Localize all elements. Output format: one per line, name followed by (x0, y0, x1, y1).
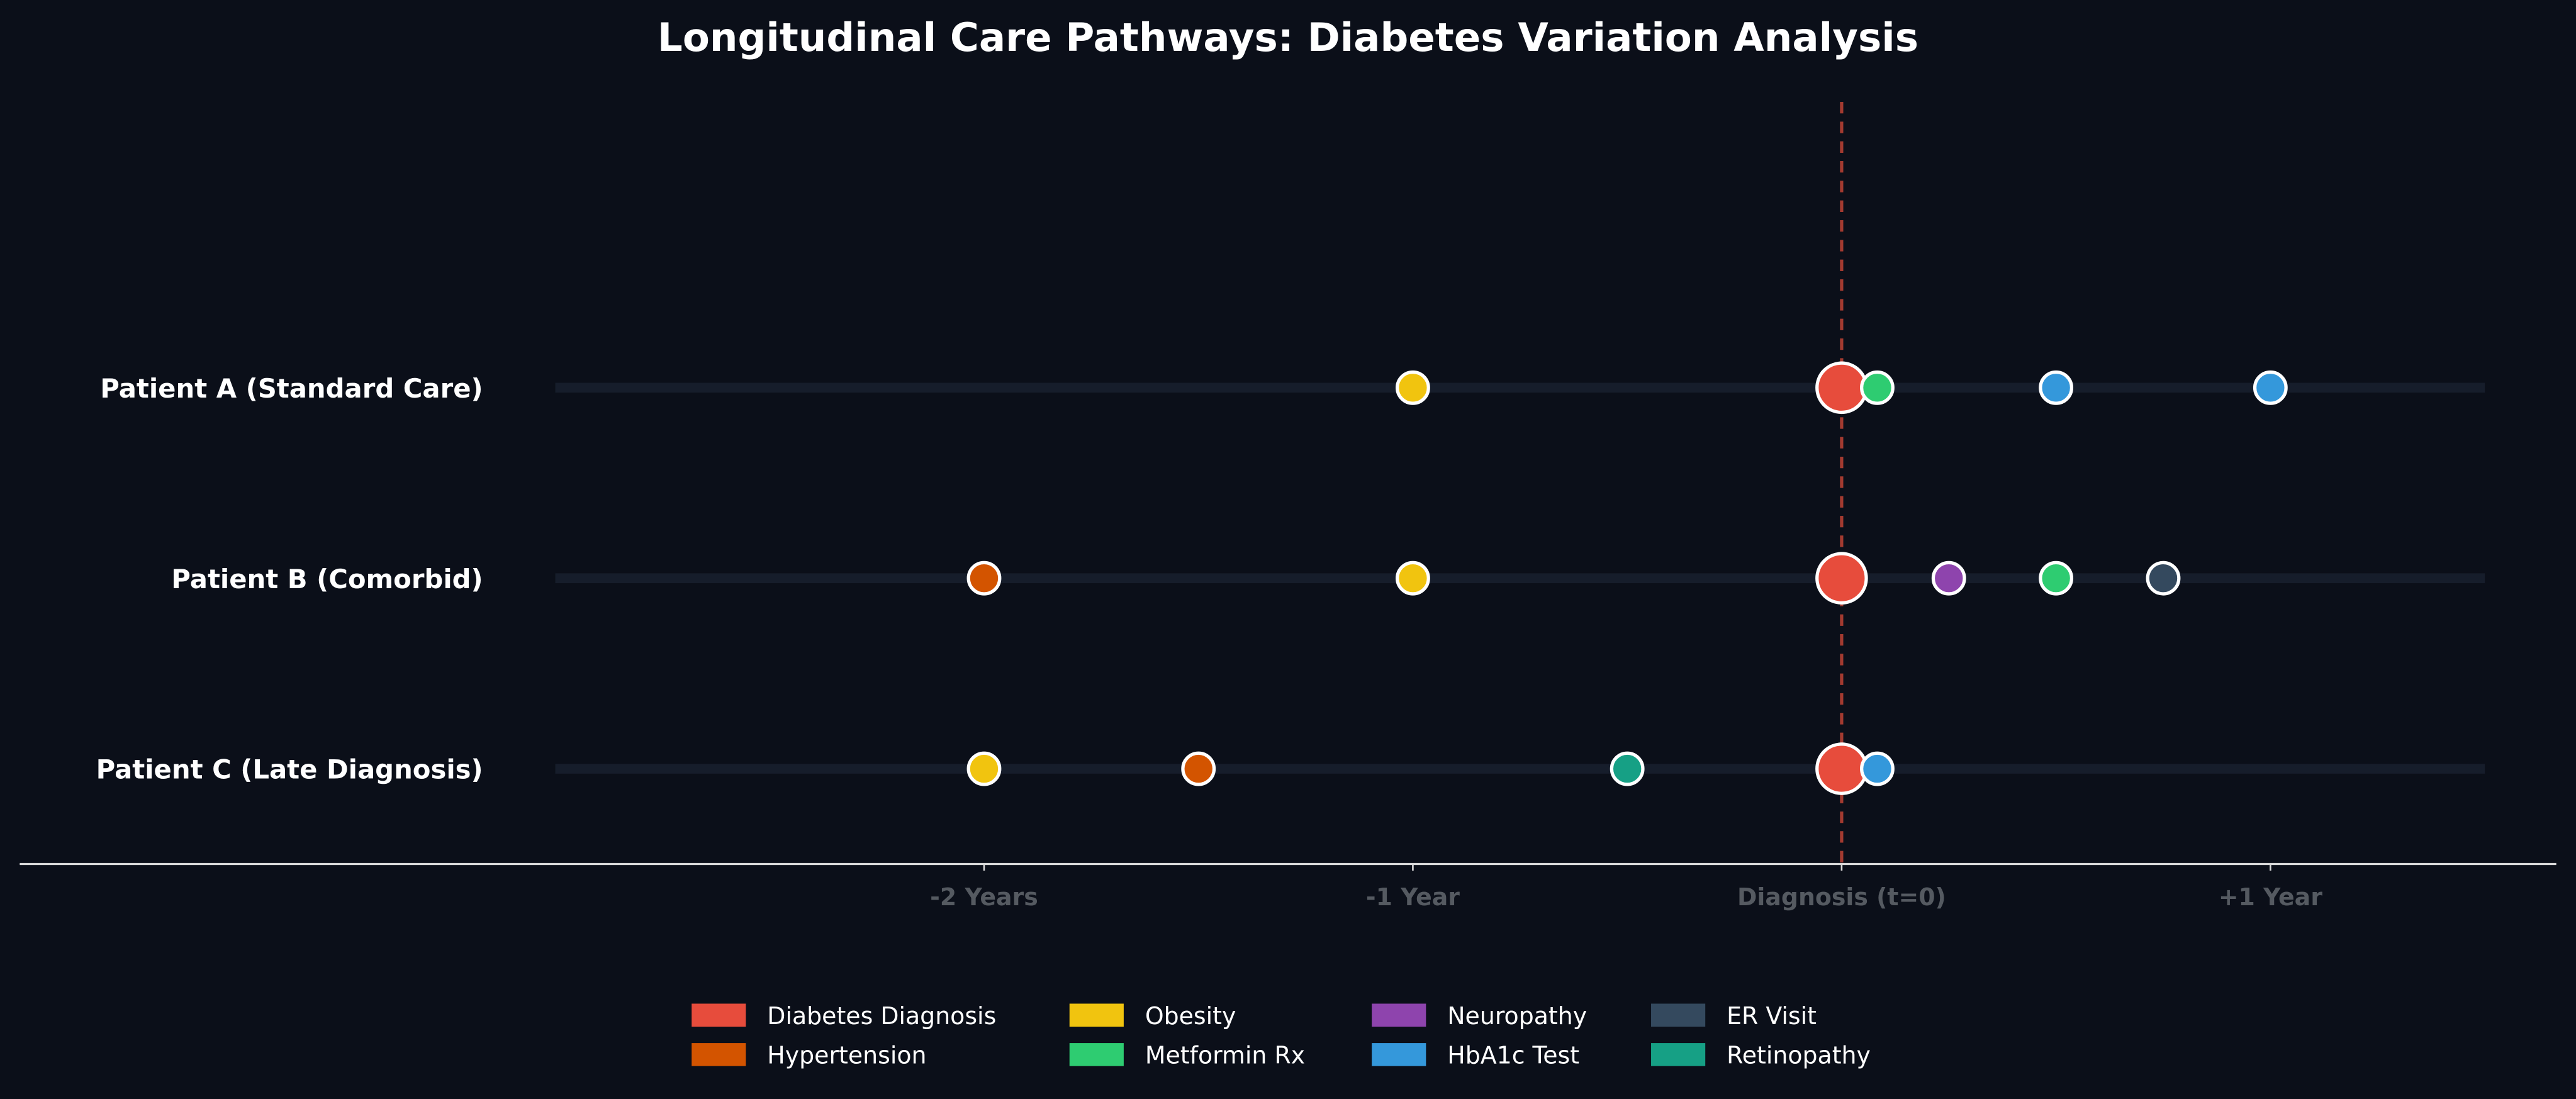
legend-label: Metformin Rx (1145, 1042, 1305, 1069)
legend-item: Retinopathy (1651, 1042, 1871, 1069)
event-marker-retinopathy (1610, 751, 1645, 786)
x-tick-label: -2 Years (930, 883, 1038, 911)
legend-swatch (1069, 1043, 1124, 1066)
event-marker-obesity (1396, 561, 1430, 596)
legend-item: Metformin Rx (1069, 1042, 1305, 1069)
event-marker-er-visit (2146, 561, 2181, 596)
x-tick-label: -1 Year (1366, 883, 1460, 911)
legend-item: Hypertension (692, 1042, 927, 1069)
event-marker-hba1c-test (1860, 751, 1895, 786)
patient-label: Patient B (Comorbid) (171, 564, 483, 594)
legend-label: ER Visit (1727, 1002, 1817, 1030)
legend-label: Hypertension (767, 1042, 926, 1069)
patient-label: Patient A (Standard Care) (100, 373, 483, 404)
event-marker-obesity (1396, 370, 1430, 405)
legend-item: Obesity (1069, 1002, 1236, 1030)
legend-swatch (692, 1003, 746, 1027)
event-marker-diabetes-diagnosis (1815, 742, 1868, 795)
legend-swatch (1372, 1003, 1426, 1027)
x-tick-label: Diagnosis (t=0) (1737, 883, 1946, 911)
event-marker-hypertension (1181, 751, 1216, 786)
event-marker-neuropathy (1931, 561, 1966, 596)
event-marker-diabetes-diagnosis (1815, 552, 1868, 605)
legend-swatch (1651, 1003, 1706, 1027)
legend-item: Diabetes Diagnosis (692, 1002, 996, 1030)
legend-item: ER Visit (1651, 1002, 1817, 1030)
patient-label: Patient C (Late Diagnosis) (96, 754, 483, 785)
event-marker-hba1c-test (2253, 370, 2288, 405)
event-marker-obesity (966, 751, 1002, 786)
legend-item: HbA1c Test (1372, 1042, 1579, 1069)
legend-label: Diabetes Diagnosis (767, 1002, 996, 1030)
chart-title: Longitudinal Care Pathways: Diabetes Var… (658, 14, 1918, 60)
event-marker-diabetes-diagnosis (1815, 361, 1868, 415)
x-tick-label: +1 Year (2219, 883, 2322, 911)
event-marker-metformin-rx (1860, 370, 1895, 405)
legend-label: Obesity (1145, 1002, 1236, 1030)
legend-label: Retinopathy (1727, 1042, 1871, 1069)
legend-swatch (692, 1043, 746, 1066)
legend-swatch (1069, 1003, 1124, 1027)
legend-swatch (1651, 1043, 1706, 1066)
legend-item: Neuropathy (1372, 1002, 1587, 1030)
event-marker-hba1c-test (2039, 370, 2074, 405)
legend-label: Neuropathy (1447, 1002, 1587, 1030)
legend-label: HbA1c Test (1447, 1042, 1579, 1069)
event-marker-hypertension (966, 561, 1002, 596)
event-marker-metformin-rx (2039, 561, 2074, 596)
legend-swatch (1372, 1043, 1426, 1066)
